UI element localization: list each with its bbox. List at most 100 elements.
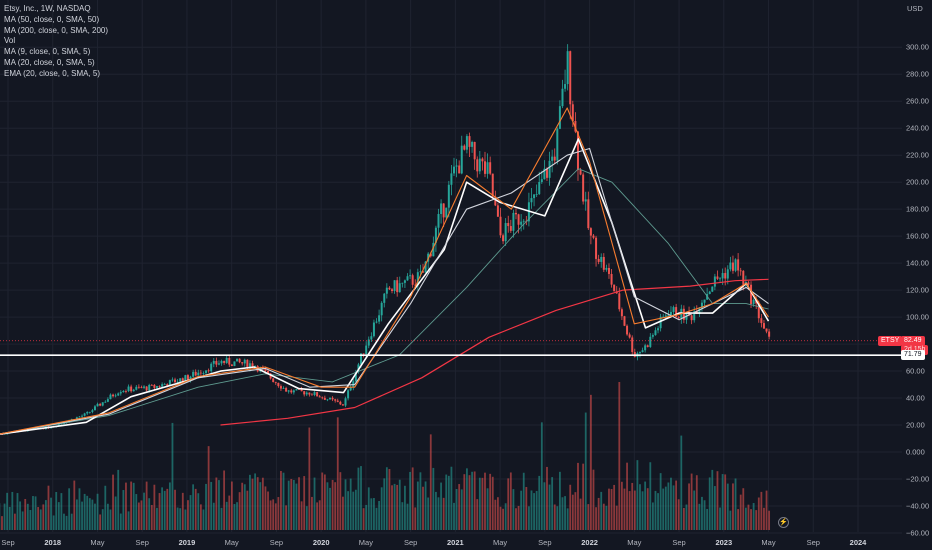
volume-bar: [708, 477, 711, 530]
candle-body: [285, 388, 288, 392]
candle-body: [109, 394, 112, 400]
volume-bar: [512, 489, 515, 530]
volume-bar: [210, 481, 213, 530]
volume-bar: [543, 482, 546, 530]
volume-bar: [520, 490, 523, 530]
volume-bar: [742, 488, 745, 530]
volume-bar: [205, 483, 207, 530]
candle-body: [143, 386, 146, 388]
candle-body: [556, 128, 559, 161]
volume-bar: [329, 487, 331, 530]
candle-body: [664, 315, 667, 317]
volume-bar: [176, 507, 179, 530]
legend-ma20[interactable]: MA (20, close, 0, SMA, 5): [4, 57, 95, 67]
legend-ma200[interactable]: MA (200, close, 0, SMA, 200): [4, 25, 109, 35]
volume-bar: [370, 498, 373, 530]
volume-bar: [437, 497, 440, 530]
volume-bar: [391, 485, 393, 530]
candle-body: [455, 165, 458, 167]
x-tick-label: May: [493, 538, 508, 547]
price-axis[interactable]: 300.00 280.00 260.00 240.00 220.00 200.00 180.…: [902, 0, 932, 550]
candle-body: [750, 284, 753, 304]
candle-body: [161, 384, 164, 387]
volume-bar: [577, 462, 579, 530]
candle-body: [540, 179, 543, 182]
volume-bar: [158, 493, 161, 530]
x-tick-label: 2019: [178, 538, 196, 547]
volume-bar: [171, 422, 174, 530]
candle-body: [117, 393, 120, 396]
candle-body: [569, 51, 572, 105]
volume-bar: [352, 491, 355, 530]
volume-bar: [605, 505, 608, 530]
candle-body: [228, 357, 231, 365]
candle-body: [693, 311, 696, 321]
volume-bar: [615, 505, 618, 530]
legend-ma50[interactable]: MA (50, close, 0, SMA, 50): [4, 14, 100, 24]
candle-body: [494, 196, 497, 206]
candle-body: [197, 372, 200, 376]
volume-bar: [463, 474, 466, 530]
candle-body: [626, 325, 629, 335]
x-tick-label: Sep: [1, 538, 15, 547]
volume-bar: [179, 508, 182, 530]
volume-bar: [256, 477, 259, 530]
candle-body: [132, 389, 135, 392]
candle-body: [168, 380, 171, 387]
candle-body: [737, 259, 740, 271]
volume-bar: [703, 500, 706, 530]
ma20-line: [0, 147, 769, 435]
volume-bar: [114, 496, 117, 530]
candle-body: [305, 392, 308, 395]
volume-bar: [623, 488, 626, 530]
candle-body: [401, 282, 404, 284]
candle-body: [411, 275, 414, 285]
candle-body: [447, 184, 450, 208]
volume-bars: [0, 381, 771, 530]
volume-bar: [484, 472, 486, 530]
candle-body: [414, 284, 417, 286]
candle-body: [437, 213, 440, 228]
candle-body: [662, 316, 665, 318]
volume-bar: [81, 501, 83, 530]
volume-bar: [300, 501, 303, 530]
volume-bar: [230, 481, 233, 530]
candle-body: [589, 228, 592, 236]
legend-vol[interactable]: Vol: [4, 36, 16, 46]
y-tick-label: 160.00: [906, 231, 929, 241]
candle-body: [545, 168, 548, 178]
volume-bar: [432, 467, 435, 530]
volume-bar: [228, 495, 231, 530]
candle-body: [122, 390, 125, 393]
candle-body: [140, 387, 143, 388]
volume-bar: [127, 511, 130, 530]
x-tick-label: 2020: [312, 538, 330, 547]
volume-bar: [654, 490, 657, 530]
candle-body: [398, 283, 401, 293]
legend-ma9[interactable]: MA (9, close, 0, SMA, 5): [4, 47, 91, 57]
volume-bar: [334, 482, 337, 530]
candle-body: [440, 203, 443, 214]
candle-body: [742, 270, 745, 285]
candle-body: [189, 376, 192, 380]
volume-bar: [409, 471, 411, 530]
legend-symbol[interactable]: Etsy, Inc., 1W, NASDAQ: [4, 4, 91, 13]
volume-bar: [744, 507, 747, 530]
volume-bar: [564, 496, 566, 530]
volume-bar: [50, 497, 52, 530]
candle-body: [724, 273, 727, 279]
candle-body: [509, 226, 512, 231]
candle-body: [272, 378, 275, 383]
candle-body: [127, 386, 130, 392]
candle-body: [504, 223, 507, 242]
volume-bar: [724, 474, 727, 530]
candle-body: [543, 168, 546, 180]
candle-body: [370, 336, 373, 340]
candle-body: [199, 372, 202, 374]
candle-body: [158, 385, 161, 387]
lightning-icon[interactable]: ⚡: [778, 517, 789, 528]
legend-ema20[interactable]: EMA (20, close, 0, SMA, 5): [4, 68, 101, 78]
candle-body: [323, 397, 326, 400]
